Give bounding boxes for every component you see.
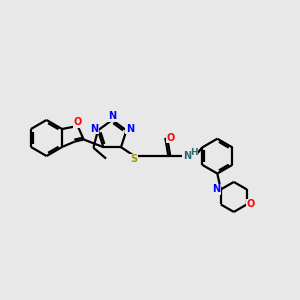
Text: H: H: [190, 148, 197, 157]
Text: N: N: [183, 151, 191, 160]
Text: S: S: [130, 154, 137, 164]
Text: O: O: [74, 117, 82, 128]
Text: O: O: [247, 200, 255, 209]
Text: N: N: [213, 184, 221, 194]
Text: N: N: [90, 124, 98, 134]
Text: O: O: [167, 133, 175, 142]
Text: N: N: [126, 124, 134, 134]
Text: N: N: [108, 111, 116, 121]
